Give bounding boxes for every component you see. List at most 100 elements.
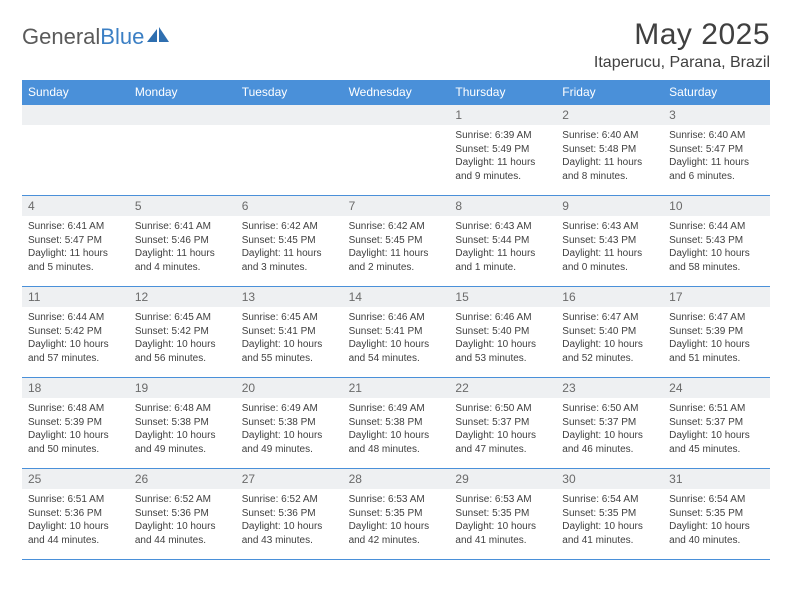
day-body: Sunrise: 6:44 AMSunset: 5:42 PMDaylight:… bbox=[22, 307, 129, 371]
daylight-line: Daylight: 10 hours and 45 minutes. bbox=[669, 429, 764, 456]
sunset-line: Sunset: 5:42 PM bbox=[28, 325, 123, 339]
day-body: Sunrise: 6:40 AMSunset: 5:48 PMDaylight:… bbox=[556, 125, 663, 189]
sunset-line: Sunset: 5:42 PM bbox=[135, 325, 230, 339]
calendar-day: 6Sunrise: 6:42 AMSunset: 5:45 PMDaylight… bbox=[236, 196, 343, 286]
sunrise-line: Sunrise: 6:46 AM bbox=[455, 311, 550, 325]
day-number: 29 bbox=[449, 469, 556, 489]
day-body: Sunrise: 6:46 AMSunset: 5:41 PMDaylight:… bbox=[343, 307, 450, 371]
title-block: May 2025 Itaperucu, Parana, Brazil bbox=[594, 18, 770, 72]
day-number: 1 bbox=[449, 105, 556, 125]
day-number: 28 bbox=[343, 469, 450, 489]
day-number: 25 bbox=[22, 469, 129, 489]
day-number: 8 bbox=[449, 196, 556, 216]
sunset-line: Sunset: 5:47 PM bbox=[28, 234, 123, 248]
day-number: 17 bbox=[663, 287, 770, 307]
day-body: Sunrise: 6:43 AMSunset: 5:43 PMDaylight:… bbox=[556, 216, 663, 280]
day-number: 22 bbox=[449, 378, 556, 398]
calendar-day bbox=[236, 105, 343, 195]
sunrise-line: Sunrise: 6:45 AM bbox=[135, 311, 230, 325]
sunrise-line: Sunrise: 6:41 AM bbox=[28, 220, 123, 234]
daylight-line: Daylight: 10 hours and 42 minutes. bbox=[349, 520, 444, 547]
sunset-line: Sunset: 5:37 PM bbox=[669, 416, 764, 430]
day-body: Sunrise: 6:50 AMSunset: 5:37 PMDaylight:… bbox=[449, 398, 556, 462]
sunset-line: Sunset: 5:36 PM bbox=[135, 507, 230, 521]
calendar-day: 1Sunrise: 6:39 AMSunset: 5:49 PMDaylight… bbox=[449, 105, 556, 195]
day-body: Sunrise: 6:51 AMSunset: 5:36 PMDaylight:… bbox=[22, 489, 129, 553]
calendar-day: 23Sunrise: 6:50 AMSunset: 5:37 PMDayligh… bbox=[556, 378, 663, 468]
weekday-header-row: SundayMondayTuesdayWednesdayThursdayFrid… bbox=[22, 80, 770, 105]
daylight-line: Daylight: 10 hours and 41 minutes. bbox=[455, 520, 550, 547]
sunrise-line: Sunrise: 6:47 AM bbox=[562, 311, 657, 325]
calendar-day: 28 Sunrise: 6:53 AMSunset: 5:35 PMDayligh… bbox=[343, 469, 450, 559]
calendar-day bbox=[129, 105, 236, 195]
sunset-line: Sunset: 5:37 PM bbox=[562, 416, 657, 430]
day-number: 27 bbox=[236, 469, 343, 489]
weekday-header: Wednesday bbox=[343, 80, 450, 105]
calendar-day: 25Sunrise: 6:51 AMSunset: 5:36 PMDayligh… bbox=[22, 469, 129, 559]
sunrise-line: Sunrise: 6:53 AM bbox=[349, 493, 444, 507]
day-body: Sunrise: 6:45 AMSunset: 5:41 PMDaylight:… bbox=[236, 307, 343, 371]
month-title: May 2025 bbox=[594, 18, 770, 52]
daylight-line: Daylight: 11 hours and 0 minutes. bbox=[562, 247, 657, 274]
sunrise-line: Sunrise: 6:49 AM bbox=[242, 402, 337, 416]
calendar-day: 15Sunrise: 6:46 AMSunset: 5:40 PMDayligh… bbox=[449, 287, 556, 377]
day-number: 4 bbox=[22, 196, 129, 216]
calendar-day: 31Sunrise: 6:54 AMSunset: 5:35 PMDayligh… bbox=[663, 469, 770, 559]
day-body: Sunrise: 6:41 AMSunset: 5:47 PMDaylight:… bbox=[22, 216, 129, 280]
day-number: 9 bbox=[556, 196, 663, 216]
sunrise-line: Sunrise: 6:52 AM bbox=[242, 493, 337, 507]
sunset-line: Sunset: 5:39 PM bbox=[669, 325, 764, 339]
sunset-line: Sunset: 5:39 PM bbox=[28, 416, 123, 430]
calendar-day: 21Sunrise: 6:49 AMSunset: 5:38 PMDayligh… bbox=[343, 378, 450, 468]
calendar-day: 24Sunrise: 6:51 AMSunset: 5:37 PMDayligh… bbox=[663, 378, 770, 468]
calendar: SundayMondayTuesdayWednesdayThursdayFrid… bbox=[22, 80, 770, 560]
day-number: 21 bbox=[343, 378, 450, 398]
day-number: 24 bbox=[663, 378, 770, 398]
day-body: Sunrise: 6:42 AMSunset: 5:45 PMDaylight:… bbox=[343, 216, 450, 280]
sunset-line: Sunset: 5:41 PM bbox=[349, 325, 444, 339]
sunrise-line: Sunrise: 6:48 AM bbox=[28, 402, 123, 416]
daylight-line: Daylight: 10 hours and 52 minutes. bbox=[562, 338, 657, 365]
sunset-line: Sunset: 5:38 PM bbox=[242, 416, 337, 430]
sunrise-line: Sunrise: 6:44 AM bbox=[669, 220, 764, 234]
sunset-line: Sunset: 5:38 PM bbox=[349, 416, 444, 430]
sunrise-line: Sunrise: 6:50 AM bbox=[562, 402, 657, 416]
day-number: 18 bbox=[22, 378, 129, 398]
daylight-line: Daylight: 10 hours and 57 minutes. bbox=[28, 338, 123, 365]
day-number: 30 bbox=[556, 469, 663, 489]
daylight-line: Daylight: 10 hours and 41 minutes. bbox=[562, 520, 657, 547]
daylight-line: Daylight: 11 hours and 2 minutes. bbox=[349, 247, 444, 274]
logo: GeneralBlue bbox=[22, 18, 169, 50]
daylight-line: Daylight: 10 hours and 54 minutes. bbox=[349, 338, 444, 365]
daylight-line: Daylight: 10 hours and 48 minutes. bbox=[349, 429, 444, 456]
day-number: 26 bbox=[129, 469, 236, 489]
day-number: 20 bbox=[236, 378, 343, 398]
calendar-day: 22Sunrise: 6:50 AMSunset: 5:37 PMDayligh… bbox=[449, 378, 556, 468]
day-body: Sunrise: 6:50 AMSunset: 5:37 PMDaylight:… bbox=[556, 398, 663, 462]
header: GeneralBlue May 2025 Itaperucu, Parana, … bbox=[22, 18, 770, 72]
sunset-line: Sunset: 5:35 PM bbox=[349, 507, 444, 521]
calendar-day bbox=[22, 105, 129, 195]
daylight-line: Daylight: 10 hours and 40 minutes. bbox=[669, 520, 764, 547]
calendar-week: 11Sunrise: 6:44 AMSunset: 5:42 PMDayligh… bbox=[22, 287, 770, 378]
day-body: Sunrise: 6:51 AMSunset: 5:37 PMDaylight:… bbox=[663, 398, 770, 462]
day-body: Sunrise: 6:54 AMSunset: 5:35 PMDaylight:… bbox=[556, 489, 663, 553]
day-number: 16 bbox=[556, 287, 663, 307]
sunset-line: Sunset: 5:47 PM bbox=[669, 143, 764, 157]
calendar-week: 1Sunrise: 6:39 AMSunset: 5:49 PMDaylight… bbox=[22, 105, 770, 196]
calendar-day: 3Sunrise: 6:40 AMSunset: 5:47 PMDaylight… bbox=[663, 105, 770, 195]
calendar-day: 27Sunrise: 6:52 AMSunset: 5:36 PMDayligh… bbox=[236, 469, 343, 559]
sunrise-line: Sunrise: 6:54 AM bbox=[562, 493, 657, 507]
calendar-day: 2Sunrise: 6:40 AMSunset: 5:48 PMDaylight… bbox=[556, 105, 663, 195]
sunrise-line: Sunrise: 6:44 AM bbox=[28, 311, 123, 325]
logo-text-a: General bbox=[22, 24, 100, 49]
sunset-line: Sunset: 5:46 PM bbox=[135, 234, 230, 248]
calendar-week: 18 Sunrise: 6:48 AMSunset: 5:39 PM Dayligh… bbox=[22, 378, 770, 469]
day-number: 12 bbox=[129, 287, 236, 307]
daylight-line: Daylight: 10 hours and 56 minutes. bbox=[135, 338, 230, 365]
day-body: Sunrise: 6:48 AMSunset: 5:38 PMDaylight:… bbox=[129, 398, 236, 462]
calendar-day: 9Sunrise: 6:43 AMSunset: 5:43 PMDaylight… bbox=[556, 196, 663, 286]
calendar-day: 14Sunrise: 6:46 AMSunset: 5:41 PMDayligh… bbox=[343, 287, 450, 377]
calendar-week: 25Sunrise: 6:51 AMSunset: 5:36 PMDayligh… bbox=[22, 469, 770, 560]
day-number: 31 bbox=[663, 469, 770, 489]
